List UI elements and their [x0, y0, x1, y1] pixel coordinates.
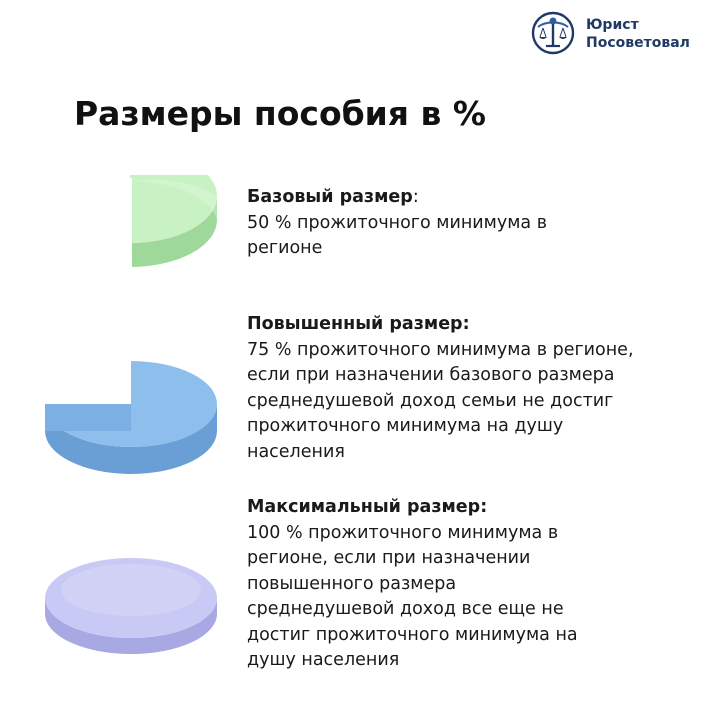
item-max: Максимальный размер: 100 % прожиточного … — [247, 495, 707, 674]
item-base: Базовый размер: 50 % прожиточного миниму… — [247, 185, 707, 262]
logo-line-2: Посоветовал — [586, 35, 690, 51]
pie-chart-base-50 — [128, 175, 217, 277]
pie-side — [45, 598, 217, 654]
pie-side — [130, 196, 217, 267]
logo: Юрист Посоветовал — [530, 10, 705, 56]
item-description: 50 % прожиточного минимума в регионе — [247, 212, 548, 259]
pie-slice — [130, 175, 217, 243]
logo-text: Юрист Посоветовал — [586, 16, 690, 52]
scales-of-justice-icon — [531, 11, 575, 55]
pie-chart-raised-75 — [45, 361, 217, 474]
item-heading: Повышенный размер: — [247, 314, 470, 334]
pie-side — [45, 404, 217, 474]
page-title: Размеры пособия в % — [74, 94, 486, 133]
item-description: 75 % прожиточного минимума в регионе, ес… — [247, 339, 634, 462]
item-heading-label: Базовый размер — [247, 187, 413, 207]
item-heading: Максимальный размер: — [247, 497, 488, 517]
item-heading: Базовый размер: — [247, 185, 707, 211]
pie-chart-max-100 — [45, 558, 217, 654]
item-description: 100 % прожиточного минимума в регионе, е… — [247, 522, 578, 671]
logo-line-1: Юрист — [586, 17, 639, 33]
item-raised: Повышенный размер: 75 % прожиточного мин… — [247, 312, 707, 465]
item-heading-suffix: : — [412, 187, 419, 207]
